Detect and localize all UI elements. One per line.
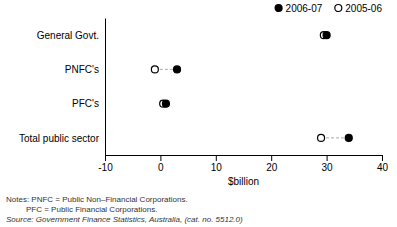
dot [318, 134, 325, 141]
axis-title: $billion [228, 176, 259, 187]
plot: -10 0 10 20 30 40 General Govt. PNFC's PFC's Tota… [19, 19, 389, 188]
dot [151, 66, 158, 73]
tick: PFC's [72, 98, 105, 109]
tick-mark [382, 155, 383, 161]
tick: 40 [377, 155, 389, 173]
x-axis: -10 0 10 20 30 40 [98, 155, 388, 173]
marks [151, 32, 352, 142]
dot [162, 100, 169, 107]
axis-line [105, 19, 106, 156]
tick: Total public sector [19, 133, 105, 144]
tick: -10 [98, 155, 113, 173]
tick: 20 [266, 155, 278, 173]
tick: 10 [211, 155, 223, 173]
legend-item: 2005-06 [335, 3, 383, 14]
tick: PNFC's [65, 64, 105, 75]
tick-label: -10 [98, 162, 113, 173]
chart: -10 0 10 20 30 40 General Govt. PNFC's PFC's Tota… [0, 0, 397, 227]
annotation: PFC = Public Financial Corporations. [6, 205, 157, 214]
connector [321, 137, 349, 138]
annotation: Notes: PNFC = Public Non–Financial Corpo… [6, 195, 188, 204]
tick-label: PNFC's [65, 64, 99, 75]
tick-label: Total public sector [19, 133, 100, 144]
legend-symbol [335, 5, 342, 12]
tick-label: 0 [158, 162, 164, 173]
annotation: Source: Government Finance Statistics, A… [6, 215, 243, 224]
legend-item: 2006-07 [275, 3, 323, 14]
tick-mark [160, 155, 161, 161]
tick-mark [327, 155, 328, 161]
dot [174, 66, 181, 73]
tick-label: PFC's [72, 98, 99, 109]
axis-line [106, 156, 383, 162]
tick-label: General Govt. [37, 30, 99, 41]
tick-mark [271, 155, 272, 161]
dot [323, 32, 330, 39]
legend-label: 2005-06 [345, 3, 382, 14]
y-axis: General Govt. PNFC's PFC's Total public sec… [19, 19, 106, 156]
tick-label: 40 [377, 162, 389, 173]
tick: 0 [158, 155, 164, 173]
legend-symbol [275, 5, 282, 12]
dot [345, 134, 352, 141]
tick-label: 20 [266, 162, 278, 173]
tick-label: 10 [211, 162, 223, 173]
legend: 2006-07 2005-06 [275, 3, 382, 14]
legend-label: 2006-07 [286, 3, 323, 14]
tick-mark [105, 155, 106, 161]
tick-mark [216, 155, 217, 161]
tick: General Govt. [37, 30, 105, 41]
tick: 30 [322, 155, 334, 173]
tick-label: 30 [322, 162, 334, 173]
